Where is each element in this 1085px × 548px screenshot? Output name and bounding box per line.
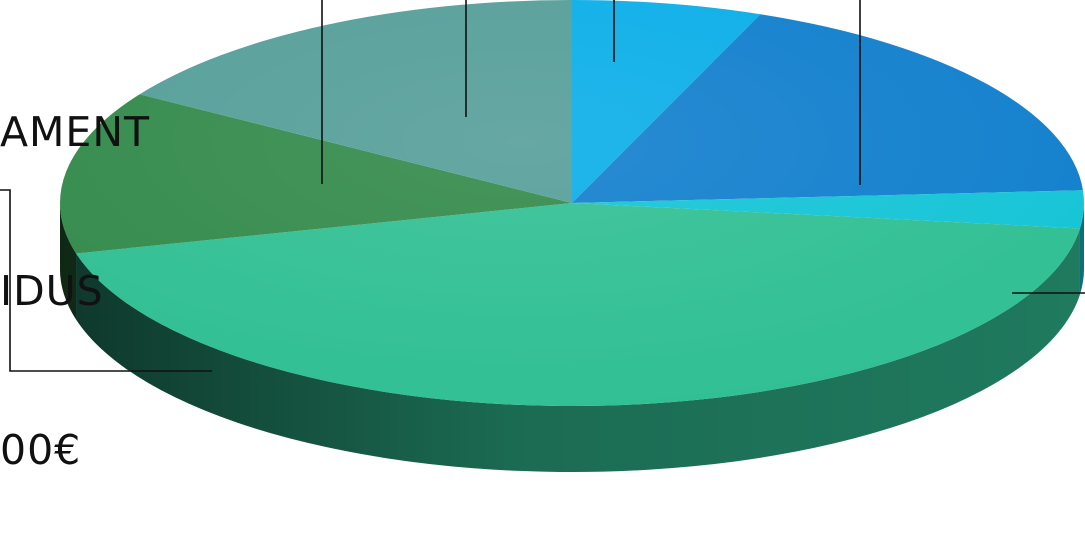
leader-lines bbox=[0, 0, 1085, 372]
pie-top-slices bbox=[60, 0, 1084, 406]
pie-gloss bbox=[60, 0, 1084, 406]
pie-side-shading bbox=[60, 203, 1084, 472]
annotation-text: AMENT IDUS 00€ bbox=[0, 0, 150, 530]
annotation-line-2: IDUS bbox=[0, 267, 104, 315]
annotation-line-1: AMENT bbox=[0, 108, 151, 156]
leader-line-4 bbox=[0, 189, 212, 372]
annotation-line-3: 00€ bbox=[0, 426, 82, 474]
pie-side-walls bbox=[60, 203, 1084, 472]
